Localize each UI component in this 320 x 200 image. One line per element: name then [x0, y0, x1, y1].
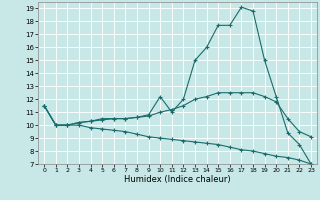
X-axis label: Humidex (Indice chaleur): Humidex (Indice chaleur): [124, 175, 231, 184]
